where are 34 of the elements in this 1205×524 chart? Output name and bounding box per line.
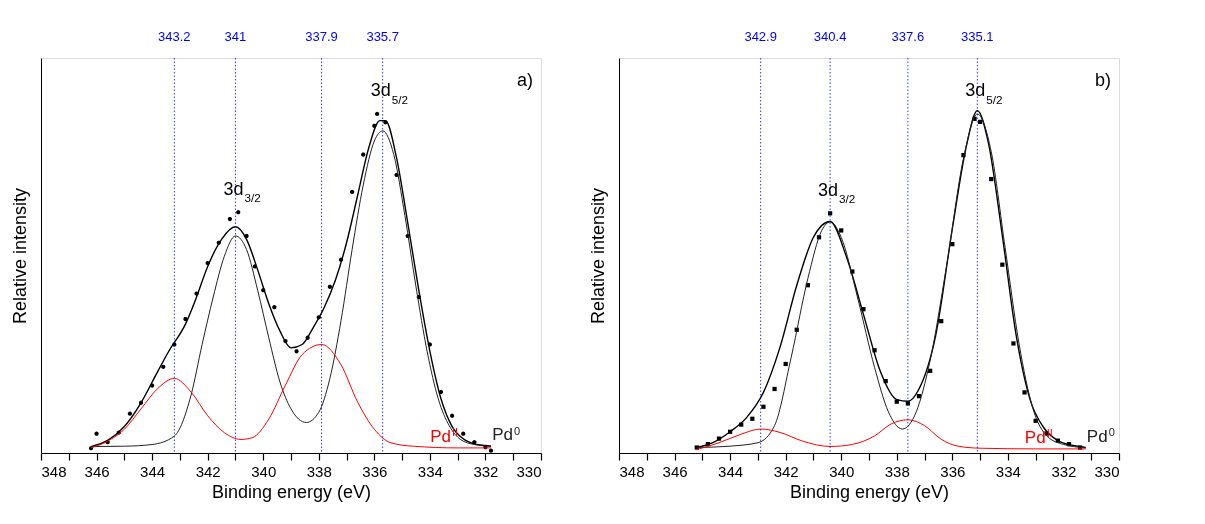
ref-line-label: 337.6	[891, 29, 925, 44]
y-axis-title: Relative intensity	[9, 187, 30, 325]
x-tick-label: 330	[1094, 462, 1120, 480]
ref-line-label: 343.2	[158, 29, 191, 44]
ref-line-label: 341	[224, 29, 247, 44]
x-axis-title: Binding energy (eV)	[789, 481, 950, 502]
x-tick-label: 338	[306, 462, 332, 480]
x-tick-label: 330	[516, 462, 542, 480]
ref-line-label: 335.7	[366, 29, 399, 44]
x-tick-label: 348	[41, 462, 67, 480]
x-tick-label: 344	[140, 462, 166, 480]
x-tick-label: 332	[473, 462, 499, 480]
y-axis-title: Relative intensity	[587, 187, 608, 325]
text: a)	[516, 70, 533, 90]
x-tick-label: 332	[1051, 462, 1077, 480]
x-tick-label: 342	[773, 462, 799, 480]
x-tick-label: 338	[884, 462, 910, 480]
x-tick-label: 336	[362, 462, 388, 480]
x-tick-label: 342	[195, 462, 221, 480]
x-tick-label: 348	[619, 462, 645, 480]
x-tick-label: 334	[417, 462, 443, 480]
ref-line-label: 335.1	[961, 29, 994, 44]
text: b)	[1094, 70, 1111, 90]
ref-line-label: 337.9	[305, 29, 338, 44]
x-tick-label: 340	[251, 462, 277, 480]
x-tick-label: 340	[829, 462, 855, 480]
x-tick-label: 346	[662, 462, 688, 480]
ref-line-label: 340.4	[813, 29, 847, 44]
x-tick-label: 334	[995, 462, 1021, 480]
x-tick-label: 336	[940, 462, 966, 480]
ref-line-label: 342.9	[744, 29, 777, 44]
x-axis-title: Binding energy (eV)	[211, 481, 372, 502]
x-tick-label: 346	[84, 462, 110, 480]
x-tick-label: 344	[718, 462, 744, 480]
